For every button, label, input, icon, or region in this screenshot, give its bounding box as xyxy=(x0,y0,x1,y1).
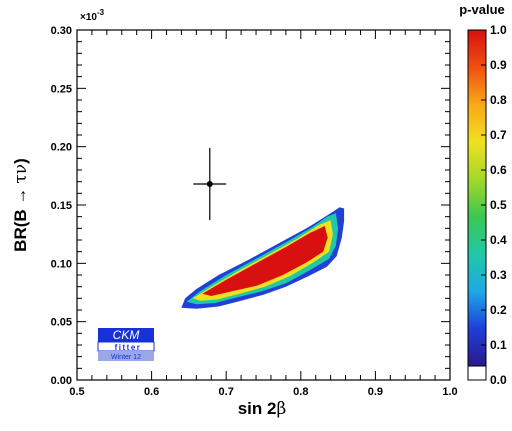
x-tick-label: 0.6 xyxy=(144,386,159,398)
colorbar-tick-label: 0.7 xyxy=(490,128,507,142)
x-axis-title: sin 2β xyxy=(238,399,287,419)
logo-bottom-text: Winter 12 xyxy=(111,354,141,361)
y-tick-label: 0.20 xyxy=(51,142,72,154)
colorbar-tick-label: 0.4 xyxy=(490,233,507,247)
y-tick-label: 0.25 xyxy=(51,83,72,95)
y-tick-label: 0.10 xyxy=(51,258,72,270)
measurement-point xyxy=(193,147,227,221)
colorbar-tick-label: 0.2 xyxy=(490,303,507,317)
colorbar-tick-label: 0.8 xyxy=(490,93,507,107)
logo-middle-text: fitter xyxy=(115,343,142,352)
colorbar-tick-label: 0.5 xyxy=(490,198,507,212)
x-tick-label: 0.9 xyxy=(368,386,383,398)
logo-top-band xyxy=(98,328,154,342)
y-axis-exponent: ×10-3 xyxy=(80,8,105,23)
colorbar-tick-label: 0.9 xyxy=(490,58,507,72)
x-tick-label: 1.0 xyxy=(442,386,457,398)
logo-bottom-band xyxy=(98,351,154,361)
contour-core xyxy=(202,226,328,296)
colorbar: 0.0 0.1 0.2 0.3 0.4 0.5 0.6 0.7 0.8 0.9 1.0 xyxy=(467,23,507,387)
logo-top-text: CKM xyxy=(113,328,140,342)
x-axis-ticks: 0.5 0.6 0.7 0.8 0.9 1.0 xyxy=(69,30,458,398)
colorbar-tick-label: 0.6 xyxy=(490,163,507,177)
y-tick-label: 0.05 xyxy=(51,317,72,329)
x-tick-label: 0.5 xyxy=(69,386,84,398)
y-tick-label: 0.15 xyxy=(51,200,72,212)
x-tick-label: 0.8 xyxy=(293,386,308,398)
colorbar-zero-band xyxy=(467,365,487,381)
contour-layers xyxy=(181,207,345,309)
colorbar-tick-label: 1.0 xyxy=(490,23,507,37)
x-tick-label: 0.7 xyxy=(219,386,234,398)
ckmfitter-logo: CKM fitter Winter 12 xyxy=(97,328,155,361)
colorbar-tick-label: 0.0 xyxy=(490,373,507,387)
colorbar-tick-label: 0.1 xyxy=(490,338,507,352)
y-axis-title: BR(B →τν) xyxy=(11,158,31,252)
y-axis-ticks: 0.00 0.05 0.10 0.15 0.20 0.25 0.30 xyxy=(51,25,450,387)
colorbar-tick-label: 0.3 xyxy=(490,268,507,282)
y-tick-label: 0.00 xyxy=(51,375,72,387)
colorbar-title: p-value xyxy=(459,2,505,17)
measurement-marker xyxy=(206,181,213,187)
y-tick-label: 0.30 xyxy=(51,25,72,37)
